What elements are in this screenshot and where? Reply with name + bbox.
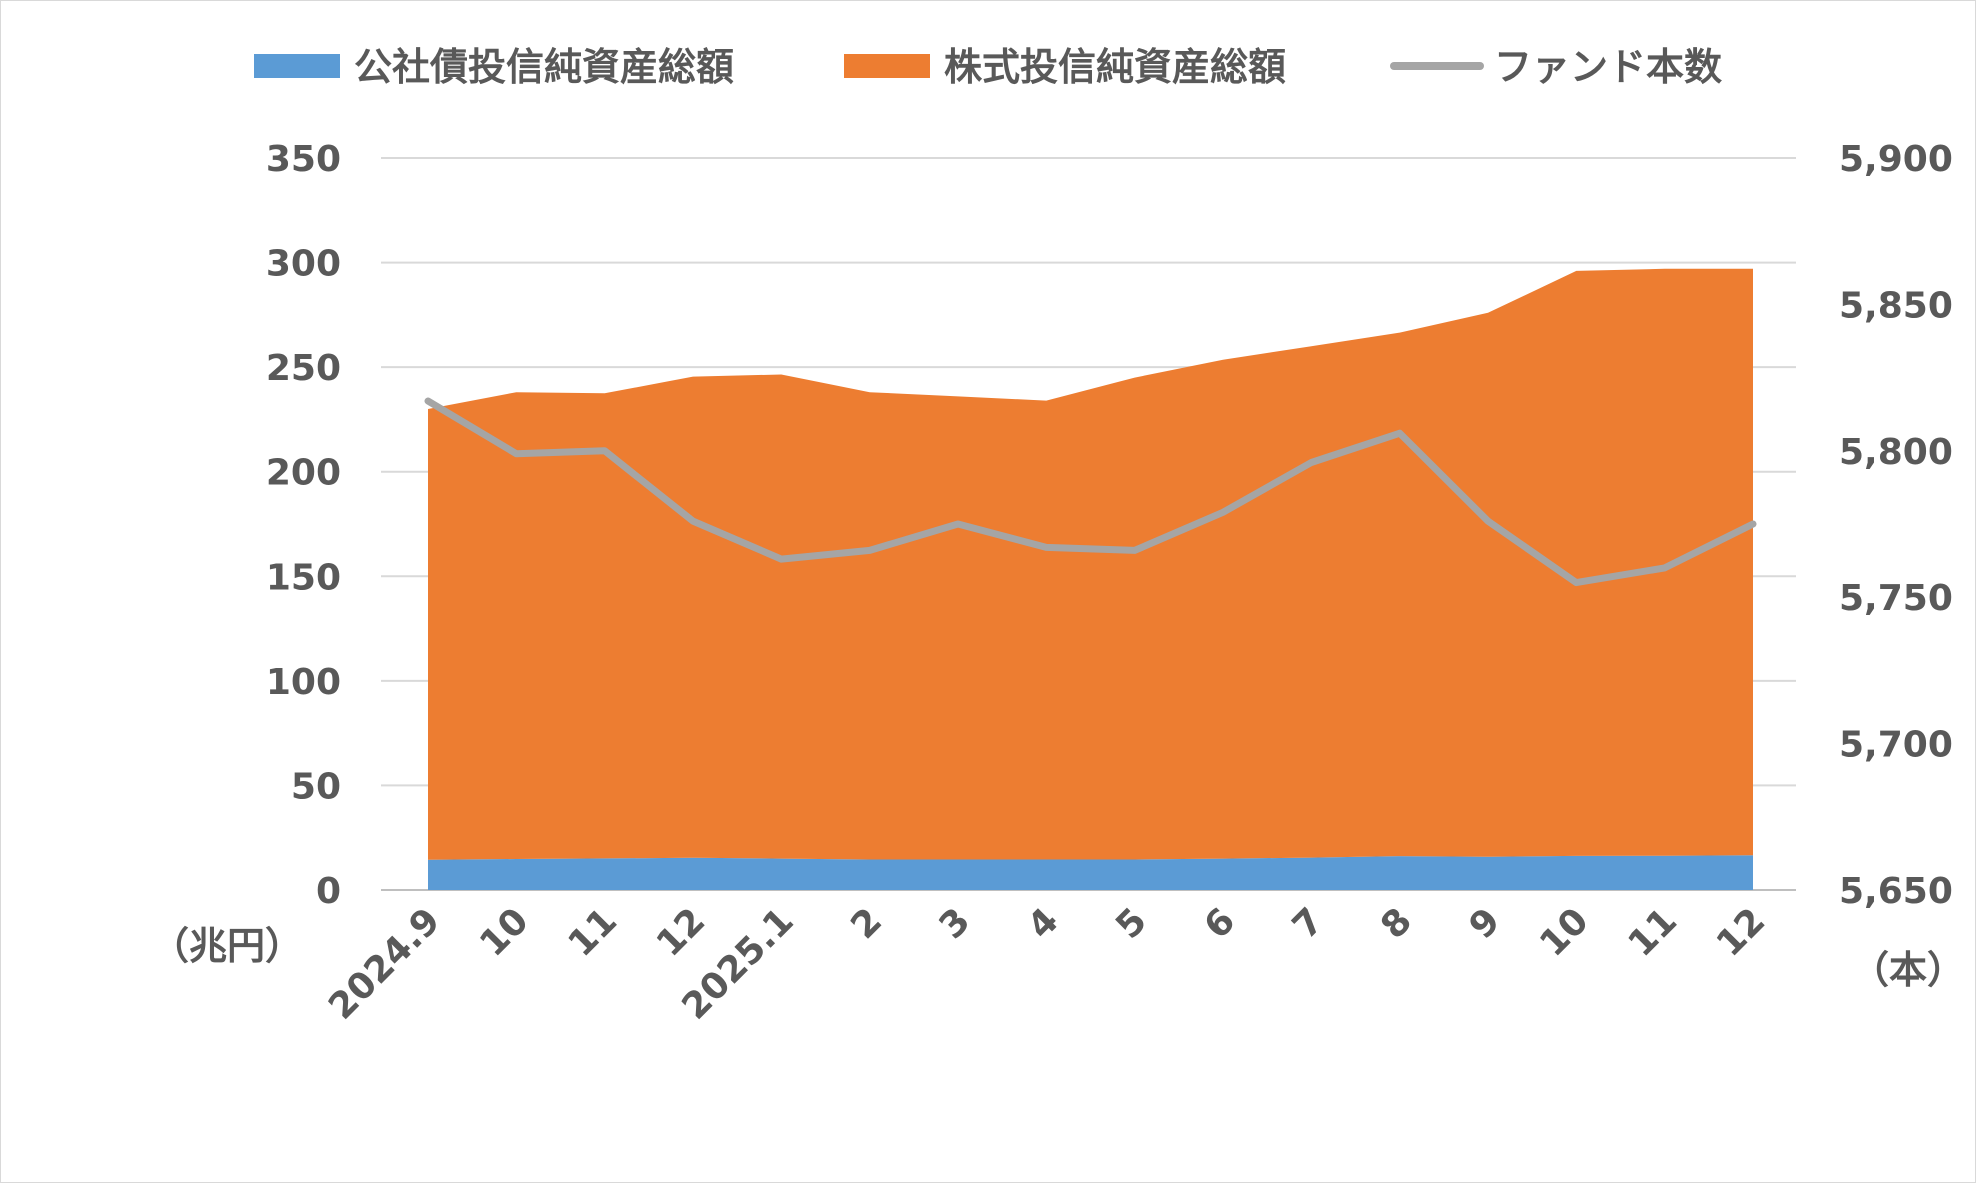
x-tick-label: 5: [1108, 900, 1155, 947]
x-tick-label: 11: [1621, 900, 1685, 964]
x-tick-label: 3: [932, 900, 979, 947]
left-y-tick-label: 200: [266, 453, 341, 494]
left-y-tick-label: 150: [266, 557, 341, 598]
right-y-tick-label: 5,650: [1839, 871, 1953, 912]
line-fund-count: [424, 397, 1757, 587]
x-tick-label: 2: [843, 900, 890, 947]
legend-label: ファンド本数: [1494, 45, 1722, 89]
legend-swatch: [254, 54, 340, 78]
right-y-tick-label: 5,750: [1839, 578, 1953, 619]
left-y-tick-label: 0: [316, 871, 341, 912]
legend-label: 株式投信純資産総額: [944, 45, 1286, 89]
legend-item-stock-funds: 株式投信純資産総額: [844, 45, 1286, 89]
right-y-tick-label: 5,700: [1839, 725, 1953, 766]
area-series: [428, 268, 1753, 890]
x-tick-label: 12: [1709, 900, 1773, 964]
x-tick-label: 8: [1373, 900, 1420, 947]
left-y-tick-label: 50: [291, 766, 341, 807]
right-y-tick-label: 5,800: [1839, 432, 1953, 473]
left-y-tick-label: 250: [266, 348, 341, 389]
left-y-tick-label: 300: [266, 244, 341, 285]
x-tick-label: 10: [472, 900, 536, 964]
x-tick-label: 2024.9: [321, 900, 448, 1027]
legend-item-bond-funds: 公社債投信純資産総額: [254, 45, 734, 89]
line-series: [424, 397, 1757, 587]
area-stock-funds: [428, 268, 1753, 860]
left-y-tick-label: 350: [266, 139, 341, 180]
x-tick-label: 9: [1462, 900, 1509, 947]
x-tick-label: 6: [1197, 900, 1244, 947]
x-tick-label: 11: [561, 900, 625, 964]
legend: 公社債投信純資産総額 株式投信純資産総額 ファンド本数: [254, 45, 1722, 89]
legend-label: 公社債投信純資産総額: [354, 45, 734, 89]
x-tick-label: 4: [1020, 900, 1067, 947]
right-y-tick-label: 5,850: [1839, 285, 1953, 326]
right-y-tick-label: 5,900: [1839, 139, 1953, 180]
area-bond-funds: [428, 855, 1753, 890]
legend-swatch: [844, 54, 930, 78]
x-tick-label: 10: [1532, 900, 1596, 964]
legend-item-fund-count: ファンド本数: [1390, 45, 1722, 89]
left-y-tick-label: 100: [266, 662, 341, 703]
x-tick-label: 12: [649, 900, 713, 964]
left-axis-unit-label: （兆円）: [151, 924, 303, 968]
right-axis-unit-label: （本）: [1851, 948, 1965, 992]
x-tick-label: 7: [1285, 900, 1332, 947]
